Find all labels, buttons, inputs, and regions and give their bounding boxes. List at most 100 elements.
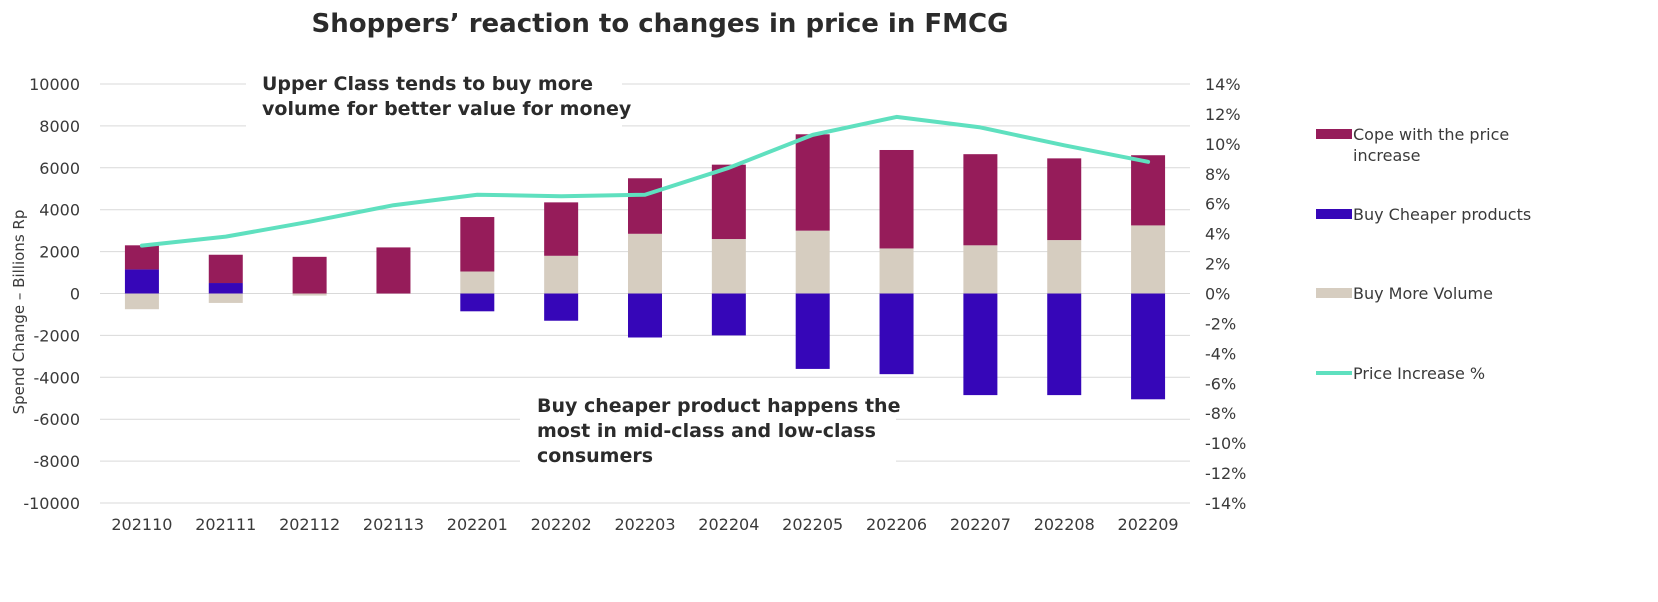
- x-tick-label: 202206: [866, 515, 927, 534]
- legend-label: Buy More Volume: [1353, 284, 1493, 303]
- y-tick-label: 6000: [39, 159, 80, 178]
- y-tick-label: -2000: [34, 326, 81, 345]
- bar-buy-cheaper-products-202207: [963, 293, 998, 396]
- legend-label: Price Increase %: [1353, 364, 1485, 383]
- y2-tick-label: 0%: [1205, 285, 1230, 304]
- legend-item-buy-more-volume: Buy More Volume: [1316, 284, 1493, 303]
- bar-buy-more-volume-202203: [628, 233, 662, 294]
- legend-item-cope-with-the-price-increase: Cope with the price increase: [1316, 125, 1509, 165]
- y2-tick-label: -2%: [1205, 314, 1236, 333]
- x-tick-label: 202202: [531, 515, 592, 534]
- bar-buy-cheaper-products-202205: [795, 293, 830, 369]
- bar-buy-more-volume-202209: [1131, 225, 1166, 294]
- bar-buy-more-volume-202206: [879, 248, 914, 294]
- y2-tick-label: 2%: [1205, 255, 1230, 274]
- left-y-axis: 10000 8000 6000 4000 2000 0 -2000 -4000 -6000 -80…: [23, 75, 80, 513]
- bar-buy-more-volume-202111: [208, 293, 243, 303]
- y-tick-label: -10000: [23, 494, 80, 513]
- x-tick-label: 202113: [363, 515, 424, 534]
- legend-item-price-increase-: Price Increase %: [1316, 364, 1485, 383]
- right-y-axis: 14% 12% 10% 8% 6% 4% 2% 0% -2% -4% -6% -8% -10% -12% -…: [1205, 75, 1246, 513]
- x-axis: 202110 202111 202112 202113 202201 202202 2022…: [111, 515, 1178, 534]
- bar-layer: [124, 134, 1166, 400]
- x-tick-label: 202209: [1118, 515, 1179, 534]
- y2-tick-label: -10%: [1205, 434, 1246, 453]
- bar-cope-with-the-price-increase-202202: [544, 202, 579, 256]
- y-tick-label: -8000: [34, 452, 81, 471]
- y-tick-label: -6000: [34, 410, 81, 429]
- y-tick-label: 2000: [39, 243, 80, 262]
- x-tick-label: 202205: [782, 515, 843, 534]
- bar-cope-with-the-price-increase-202201: [460, 217, 495, 272]
- x-tick-label: 202111: [195, 515, 256, 534]
- bar-cope-with-the-price-increase-202209: [1131, 155, 1166, 226]
- y2-tick-label: -6%: [1205, 374, 1236, 393]
- bar-buy-more-volume-202112: [292, 293, 327, 296]
- legend-label: Buy Cheaper products: [1353, 205, 1531, 224]
- bar-cope-with-the-price-increase-202207: [963, 154, 998, 246]
- bar-cope-with-the-price-increase-202113: [376, 247, 411, 294]
- bar-buy-cheaper-products-202110: [124, 269, 159, 294]
- y2-tick-label: -12%: [1205, 464, 1246, 483]
- y-tick-label: 4000: [39, 201, 80, 220]
- bar-buy-more-volume-202110: [124, 293, 159, 310]
- bar-buy-more-volume-202201: [460, 271, 495, 294]
- legend: Cope with the price increase Buy Cheaper p…: [1316, 125, 1531, 383]
- bar-cope-with-the-price-increase-202112: [292, 256, 327, 294]
- legend-swatch: [1316, 129, 1352, 139]
- bar-buy-cheaper-products-202111: [208, 283, 243, 294]
- legend-label: Cope with the price: [1353, 125, 1509, 144]
- annotation-backgrounds: [246, 66, 896, 476]
- bar-buy-cheaper-products-202204: [711, 293, 746, 336]
- y2-tick-label: 8%: [1205, 165, 1230, 184]
- x-tick-label: 202203: [614, 515, 675, 534]
- bar-cope-with-the-price-increase-202111: [208, 254, 243, 284]
- chart-title: Shoppers’ reaction to changes in price i…: [312, 9, 1009, 39]
- bar-buy-more-volume-202204: [711, 239, 746, 294]
- bar-buy-cheaper-products-202203: [628, 293, 662, 338]
- bar-cope-with-the-price-increase-202110: [124, 245, 159, 270]
- annotation-line: Buy cheaper product happens the: [537, 395, 900, 417]
- y2-tick-label: 6%: [1205, 195, 1230, 214]
- annotation-line: most in mid-class and low-class: [537, 420, 876, 442]
- legend-label-line2: increase: [1353, 146, 1420, 165]
- bar-buy-cheaper-products-202209: [1131, 293, 1166, 400]
- x-tick-label: 202201: [447, 515, 508, 534]
- y2-tick-label: 12%: [1205, 105, 1241, 124]
- bar-buy-more-volume-202208: [1047, 240, 1082, 294]
- bar-buy-cheaper-products-202206: [879, 293, 914, 375]
- bar-cope-with-the-price-increase-202204: [711, 164, 746, 240]
- bar-cope-with-the-price-increase-202205: [795, 134, 830, 231]
- y-axis-title: Spend Change – Billions Rp: [10, 210, 28, 415]
- annotation-box: [520, 388, 896, 476]
- y2-tick-label: 10%: [1205, 135, 1241, 154]
- y2-tick-label: -4%: [1205, 344, 1236, 363]
- bar-buy-cheaper-products-202201: [460, 293, 495, 312]
- y2-tick-label: -14%: [1205, 494, 1246, 513]
- y-tick-label: 8000: [39, 117, 80, 136]
- y2-tick-label: -8%: [1205, 404, 1236, 423]
- bar-buy-cheaper-products-202202: [544, 293, 579, 321]
- annotation-line: Upper Class tends to buy more: [262, 73, 593, 95]
- annotation-box: [246, 66, 622, 128]
- x-tick-label: 202208: [1034, 515, 1095, 534]
- x-tick-label: 202110: [111, 515, 172, 534]
- legend-swatch: [1316, 209, 1352, 219]
- legend-swatch: [1316, 288, 1352, 298]
- bar-buy-more-volume-202202: [544, 255, 579, 294]
- annotation-line: volume for better value for money: [262, 98, 632, 120]
- y2-tick-label: 14%: [1205, 75, 1241, 94]
- x-tick-label: 202112: [279, 515, 340, 534]
- bar-cope-with-the-price-increase-202206: [879, 149, 914, 249]
- x-tick-label: 202207: [950, 515, 1011, 534]
- bar-cope-with-the-price-increase-202203: [628, 178, 662, 234]
- x-tick-label: 202204: [698, 515, 759, 534]
- y-tick-label: 10000: [29, 75, 80, 94]
- bar-buy-more-volume-202207: [963, 245, 998, 294]
- y-tick-label: 0: [70, 285, 80, 304]
- y-tick-label: -4000: [34, 368, 81, 387]
- legend-item-buy-cheaper-products: Buy Cheaper products: [1316, 205, 1531, 224]
- annotation-line: consumers: [537, 445, 653, 467]
